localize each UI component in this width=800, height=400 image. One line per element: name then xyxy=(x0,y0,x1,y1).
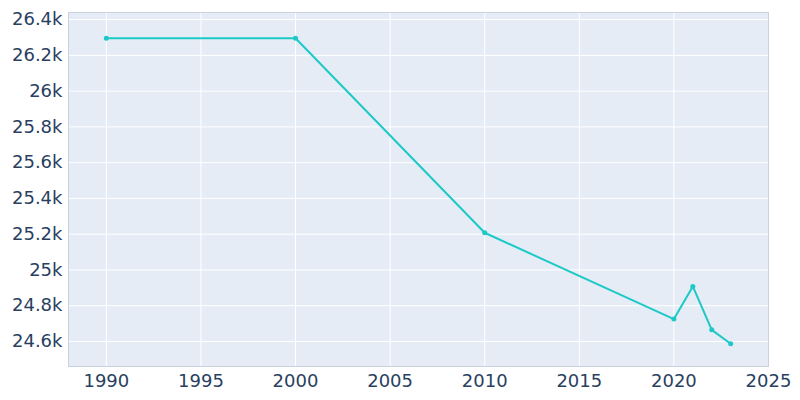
svg-text:25.2k: 25.2k xyxy=(12,223,63,244)
svg-text:2005: 2005 xyxy=(367,370,413,391)
svg-text:24.6k: 24.6k xyxy=(12,330,63,351)
svg-text:25.6k: 25.6k xyxy=(12,151,63,172)
svg-text:1995: 1995 xyxy=(178,370,224,391)
svg-text:24.8k: 24.8k xyxy=(12,294,63,315)
svg-text:26.4k: 26.4k xyxy=(12,8,63,29)
svg-text:2020: 2020 xyxy=(651,370,697,391)
svg-text:2000: 2000 xyxy=(273,370,319,391)
svg-text:2010: 2010 xyxy=(462,370,508,391)
svg-text:2015: 2015 xyxy=(556,370,602,391)
svg-text:25k: 25k xyxy=(29,259,63,280)
svg-text:26.2k: 26.2k xyxy=(12,44,63,65)
svg-text:1990: 1990 xyxy=(83,370,129,391)
svg-text:25.8k: 25.8k xyxy=(12,116,63,137)
svg-text:2025: 2025 xyxy=(746,370,792,391)
svg-text:26k: 26k xyxy=(29,80,63,101)
svg-text:25.4k: 25.4k xyxy=(12,187,63,208)
